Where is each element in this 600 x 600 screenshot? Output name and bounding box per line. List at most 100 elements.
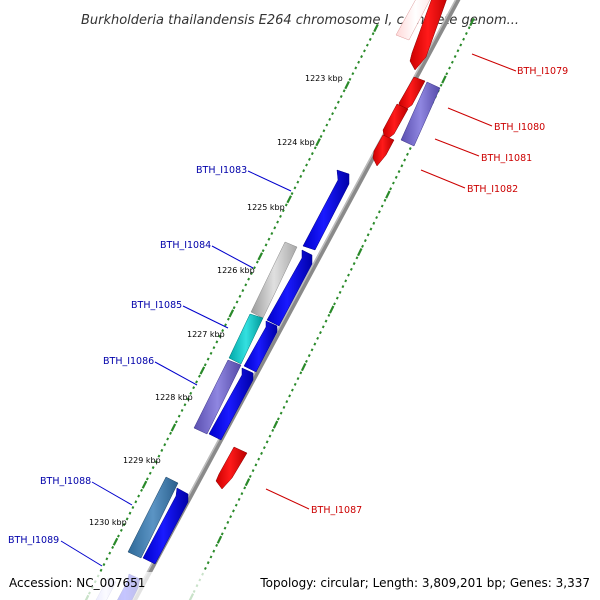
minor-tick bbox=[151, 466, 155, 470]
gene-label-bth-i1080[interactable]: BTH_I1080 bbox=[494, 122, 545, 133]
minor-tick bbox=[226, 520, 230, 524]
minor-tick bbox=[321, 325, 325, 329]
minor-tick bbox=[111, 545, 115, 549]
major-tick bbox=[272, 420, 279, 429]
gene-label-bth-i1087[interactable]: BTH_I1087 bbox=[311, 505, 362, 516]
minor-tick bbox=[203, 566, 207, 570]
gene-label-bth-i1079[interactable]: BTH_I1079 bbox=[517, 66, 568, 77]
minor-tick bbox=[117, 534, 120, 538]
minor-tick bbox=[279, 411, 283, 415]
gene-arrow-forward-e[interactable] bbox=[142, 487, 189, 565]
minor-tick bbox=[209, 351, 213, 355]
minor-tick bbox=[293, 382, 297, 386]
minor-tick bbox=[352, 262, 356, 266]
kbp-label: 1228 kbp bbox=[155, 393, 193, 402]
minor-tick bbox=[408, 147, 412, 151]
forward-strand-genes bbox=[95, 169, 350, 600]
minor-tick bbox=[406, 152, 409, 156]
outer-tick-ring bbox=[84, 23, 379, 600]
minor-tick bbox=[327, 313, 331, 317]
gene-arrow-bth-i1085-cyan[interactable] bbox=[228, 313, 264, 365]
minor-tick bbox=[125, 517, 129, 521]
minor-tick bbox=[361, 244, 364, 248]
minor-tick bbox=[255, 260, 259, 264]
gene-arrow-bth-i1083[interactable] bbox=[302, 169, 350, 251]
gene-arrow-bth-i1087[interactable] bbox=[215, 446, 248, 490]
minor-tick bbox=[348, 77, 352, 81]
minor-tick bbox=[459, 43, 463, 47]
minor-tick bbox=[372, 221, 376, 225]
gene-arrow-bth-i1084-grey[interactable] bbox=[250, 241, 298, 319]
gene-arrow-bth-i1088-steel[interactable] bbox=[127, 476, 179, 559]
major-tick bbox=[170, 423, 177, 432]
kbp-label: 1223 kbp bbox=[305, 74, 343, 83]
minor-tick bbox=[322, 129, 326, 133]
minor-tick bbox=[279, 214, 282, 218]
minor-tick bbox=[243, 486, 247, 490]
minor-tick bbox=[215, 543, 219, 547]
minor-tick bbox=[232, 509, 235, 513]
major-tick bbox=[315, 138, 321, 147]
minor-tick bbox=[218, 334, 222, 338]
major-tick bbox=[286, 195, 292, 204]
gene-arrow-bth-i1086-purple[interactable] bbox=[193, 359, 242, 435]
minor-tick bbox=[366, 233, 370, 237]
gene-arrow-forward-b[interactable] bbox=[266, 249, 313, 327]
minor-tick bbox=[334, 106, 337, 110]
minor-tick bbox=[319, 134, 323, 138]
gene-arrow-bth-i1079[interactable] bbox=[409, 0, 450, 71]
minor-tick bbox=[247, 277, 251, 281]
gene-arrow-bth-i1082[interactable] bbox=[372, 134, 395, 167]
gene-label-bth-i1082[interactable]: BTH_I1082 bbox=[467, 184, 518, 195]
gene-label-bth-i1084[interactable]: BTH_I1084 bbox=[160, 240, 211, 251]
minor-tick bbox=[380, 204, 384, 208]
gene-arrow-forward-d[interactable] bbox=[208, 367, 254, 441]
minor-tick bbox=[240, 492, 244, 496]
gene-label-bth-i1089[interactable]: BTH_I1089 bbox=[8, 535, 59, 546]
minor-tick bbox=[241, 289, 245, 293]
major-tick bbox=[300, 363, 307, 372]
minor-tick bbox=[192, 386, 196, 390]
minor-tick bbox=[394, 175, 398, 179]
minor-tick bbox=[371, 32, 375, 36]
minor-tick bbox=[186, 397, 190, 401]
gene-label-bth-i1081[interactable]: BTH_I1081 bbox=[481, 153, 532, 164]
minor-tick bbox=[212, 549, 216, 553]
minor-tick bbox=[377, 210, 381, 214]
minor-tick bbox=[307, 354, 311, 358]
major-tick bbox=[112, 537, 119, 546]
gene-arrow-bth-i1080-purple[interactable] bbox=[400, 81, 441, 147]
minor-tick bbox=[335, 296, 339, 300]
minor-tick bbox=[339, 94, 343, 99]
minor-tick bbox=[99, 568, 103, 572]
minor-tick bbox=[284, 203, 288, 207]
minor-tick bbox=[296, 180, 300, 184]
gene-arrow-white[interactable] bbox=[395, 0, 435, 41]
minor-tick bbox=[325, 123, 329, 127]
minor-tick bbox=[282, 405, 286, 409]
gene-label-bth-i1086[interactable]: BTH_I1086 bbox=[103, 356, 154, 367]
minor-tick bbox=[154, 460, 158, 464]
minor-tick bbox=[445, 72, 449, 76]
minor-tick bbox=[310, 348, 314, 352]
minor-tick bbox=[260, 451, 263, 455]
minor-tick bbox=[248, 474, 252, 478]
minor-tick bbox=[389, 187, 393, 191]
minor-tick bbox=[105, 557, 109, 561]
minor-tick bbox=[328, 117, 332, 121]
gene-label-bth-i1085[interactable]: BTH_I1085 bbox=[131, 300, 182, 311]
minor-tick bbox=[174, 420, 178, 424]
minor-tick bbox=[281, 209, 285, 213]
gene-arrow-bth-i1081[interactable] bbox=[382, 103, 409, 142]
gene-arrow-forward-c[interactable] bbox=[243, 320, 278, 373]
minor-tick bbox=[232, 306, 236, 310]
gene-label-bth-i1083[interactable]: BTH_I1083 bbox=[196, 165, 247, 176]
minor-tick bbox=[462, 37, 466, 41]
minor-tick bbox=[226, 317, 230, 321]
minor-tick bbox=[276, 220, 280, 224]
minor-tick bbox=[128, 511, 132, 515]
minor-tick bbox=[137, 494, 141, 498]
minor-tick bbox=[183, 403, 187, 407]
gene-label-bth-i1088[interactable]: BTH_I1088 bbox=[40, 476, 91, 487]
minor-tick bbox=[450, 60, 454, 64]
